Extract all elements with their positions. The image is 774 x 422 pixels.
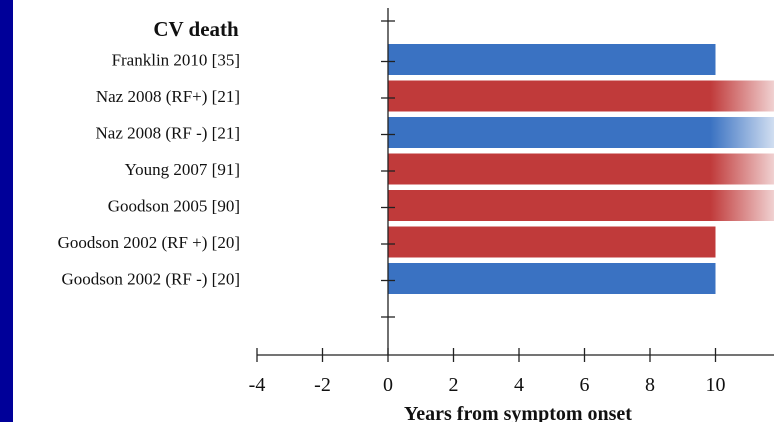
category-label: Young 2007 [91] <box>125 160 240 179</box>
category-labels: Franklin 2010 [35] Naz 2008 (RF+) [21] Naz… <box>58 51 240 289</box>
bar-2 <box>388 80 774 112</box>
x-axis-label: Years from symptom onset <box>404 403 632 422</box>
x-tick-label: 4 <box>514 374 524 396</box>
x-tick-label: 2 <box>449 374 459 396</box>
category-label: Naz 2008 (RF -) [21] <box>96 124 240 143</box>
category-label: Goodson 2005 [90] <box>108 197 240 216</box>
x-tick-label: 10 <box>706 374 726 396</box>
x-tick-label: -4 <box>249 374 266 396</box>
x-tick-label: -2 <box>314 374 331 396</box>
x-tick-label: 8 <box>645 374 655 396</box>
bar-4 <box>388 153 774 185</box>
bar-3 <box>388 117 774 148</box>
category-label: Naz 2008 (RF+) [21] <box>96 87 240 106</box>
bars-layer <box>388 44 774 294</box>
category-label: Franklin 2010 [35] <box>112 51 240 70</box>
category-label: Goodson 2002 (RF -) [20] <box>62 270 241 289</box>
x-tick-label: 0 <box>383 374 393 396</box>
bar-1 <box>388 44 716 75</box>
category-label: Goodson 2002 (RF +) [20] <box>58 233 240 252</box>
bar-5 <box>388 190 774 221</box>
axes: -4-202468101 <box>249 8 774 396</box>
bar-7 <box>388 263 716 294</box>
left-frame-strip <box>0 0 13 422</box>
chart-title: CV death <box>153 17 239 41</box>
bar-6 <box>388 226 716 258</box>
x-tick-label: 6 <box>580 374 590 396</box>
